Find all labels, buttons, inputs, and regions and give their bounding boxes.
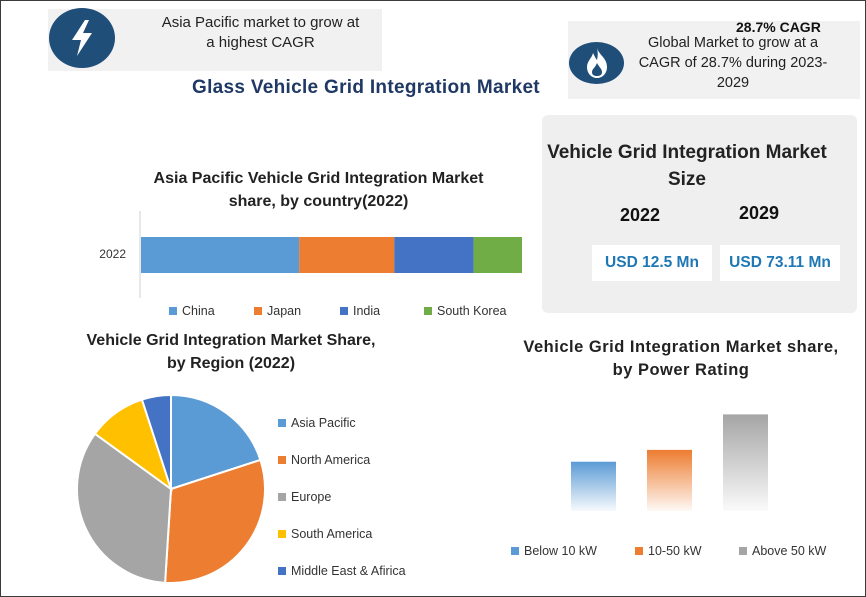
apac-country-bar-chart: 2022	[99, 211, 522, 298]
legend-swatch-japan	[254, 307, 262, 315]
legend-label-south-korea: South Korea	[437, 304, 507, 318]
legend-swatch-south-korea	[424, 307, 432, 315]
legend-china: China	[169, 304, 215, 318]
apac-country-chart-title: Asia Pacific Vehicle Grid Integration Ma…	[153, 170, 484, 210]
legend-europe: Europe	[278, 490, 331, 504]
legend-below-10kw: Below 10 kW	[511, 544, 597, 558]
apac-callout-text: Asia Pacific market to grow at a highest…	[161, 14, 360, 51]
bar-segment-india	[394, 237, 474, 273]
legend-asia-pacific: Asia Pacific	[278, 416, 356, 430]
legend-swatch-china	[169, 307, 177, 315]
legend-label-above-50kw: Above 50 kW	[752, 544, 827, 558]
market-size-title: Vehicle Grid Integration Market Size	[547, 142, 827, 190]
flame-icon	[569, 42, 624, 84]
lightning-bolt-icon	[49, 8, 115, 68]
legend-label-japan: Japan	[267, 304, 302, 318]
legend-label-south-america: South America	[291, 527, 373, 541]
legend-label-north-america: North America	[291, 453, 371, 467]
legend-swatch-middle-east-africa	[278, 567, 286, 575]
legend-10-50kw: 10-50 kW	[635, 544, 702, 558]
power-rating-chart-title: Vehicle Grid Integration Market share, b…	[523, 338, 839, 379]
bar-segment-china	[141, 237, 300, 273]
power-bar-10-50-kw	[647, 449, 692, 511]
legend-middle-east-africa: Middle East & Afirica	[278, 564, 406, 578]
legend-swatch-10-50kw	[635, 547, 643, 555]
legend-label-below-10kw: Below 10 kW	[524, 544, 597, 558]
legend-swatch-above-50kw	[739, 547, 747, 555]
legend-south-korea: South Korea	[424, 304, 507, 318]
legend-north-america: North America	[278, 453, 370, 467]
legend-above-50kw: Above 50 kW	[739, 544, 826, 558]
bar-category-label: 2022	[99, 247, 126, 261]
power-bar-above-50-kw	[723, 414, 768, 511]
legend-label-china: China	[182, 304, 215, 318]
legend-swatch-south-america	[278, 530, 286, 538]
legend-japan: Japan	[254, 304, 301, 318]
legend-swatch-india	[340, 307, 348, 315]
legend-swatch-europe	[278, 493, 286, 501]
year-2022-label: 2022	[620, 205, 661, 225]
bar-segment-japan	[299, 237, 395, 273]
year-2029-label: 2029	[739, 203, 780, 223]
page-title: Glass Vehicle Grid Integration Market	[192, 77, 540, 98]
bar-segment-south-korea	[473, 237, 522, 273]
power-rating-bar-chart	[571, 414, 768, 511]
legend-swatch-below-10kw	[511, 547, 519, 555]
legend-south-america: South America	[278, 527, 372, 541]
market-size-card: Vehicle Grid Integration Market Size 202…	[542, 115, 857, 313]
cagr-callout-text: Global Market to grow at a CAGR of 28.7%…	[638, 35, 828, 91]
pie-slice-north-america	[164, 458, 266, 584]
region-chart-title: Vehicle Grid Integration Market Share, b…	[86, 332, 376, 372]
legend-label-middle-east-africa: Middle East & Afirica	[291, 564, 406, 578]
pie-slice-middle-east-afirica	[140, 393, 172, 490]
pie-slice-europe	[76, 432, 173, 584]
region-pie-chart	[76, 393, 266, 584]
cagr-callout: Global Market to grow at a CAGR of 28.7%…	[568, 21, 860, 99]
legend-label-10-50kw: 10-50 kW	[648, 544, 702, 558]
legend-label-asia-pacific: Asia Pacific	[291, 416, 356, 430]
legend-label-europe: Europe	[291, 490, 332, 504]
power-bar-below-10-kw	[571, 461, 616, 511]
cagr-headline: 28.7% CAGR	[736, 19, 821, 35]
market-value-2022: USD 12.5 Mn	[592, 245, 712, 281]
legend-swatch-asia-pacific	[278, 419, 286, 427]
market-value-2029: USD 73.11 Mn	[720, 245, 840, 281]
legend-label-india: India	[353, 304, 381, 318]
pie-slice-asia-pacific	[170, 393, 262, 491]
legend-swatch-north-america	[278, 456, 286, 464]
legend-india: India	[340, 304, 380, 318]
